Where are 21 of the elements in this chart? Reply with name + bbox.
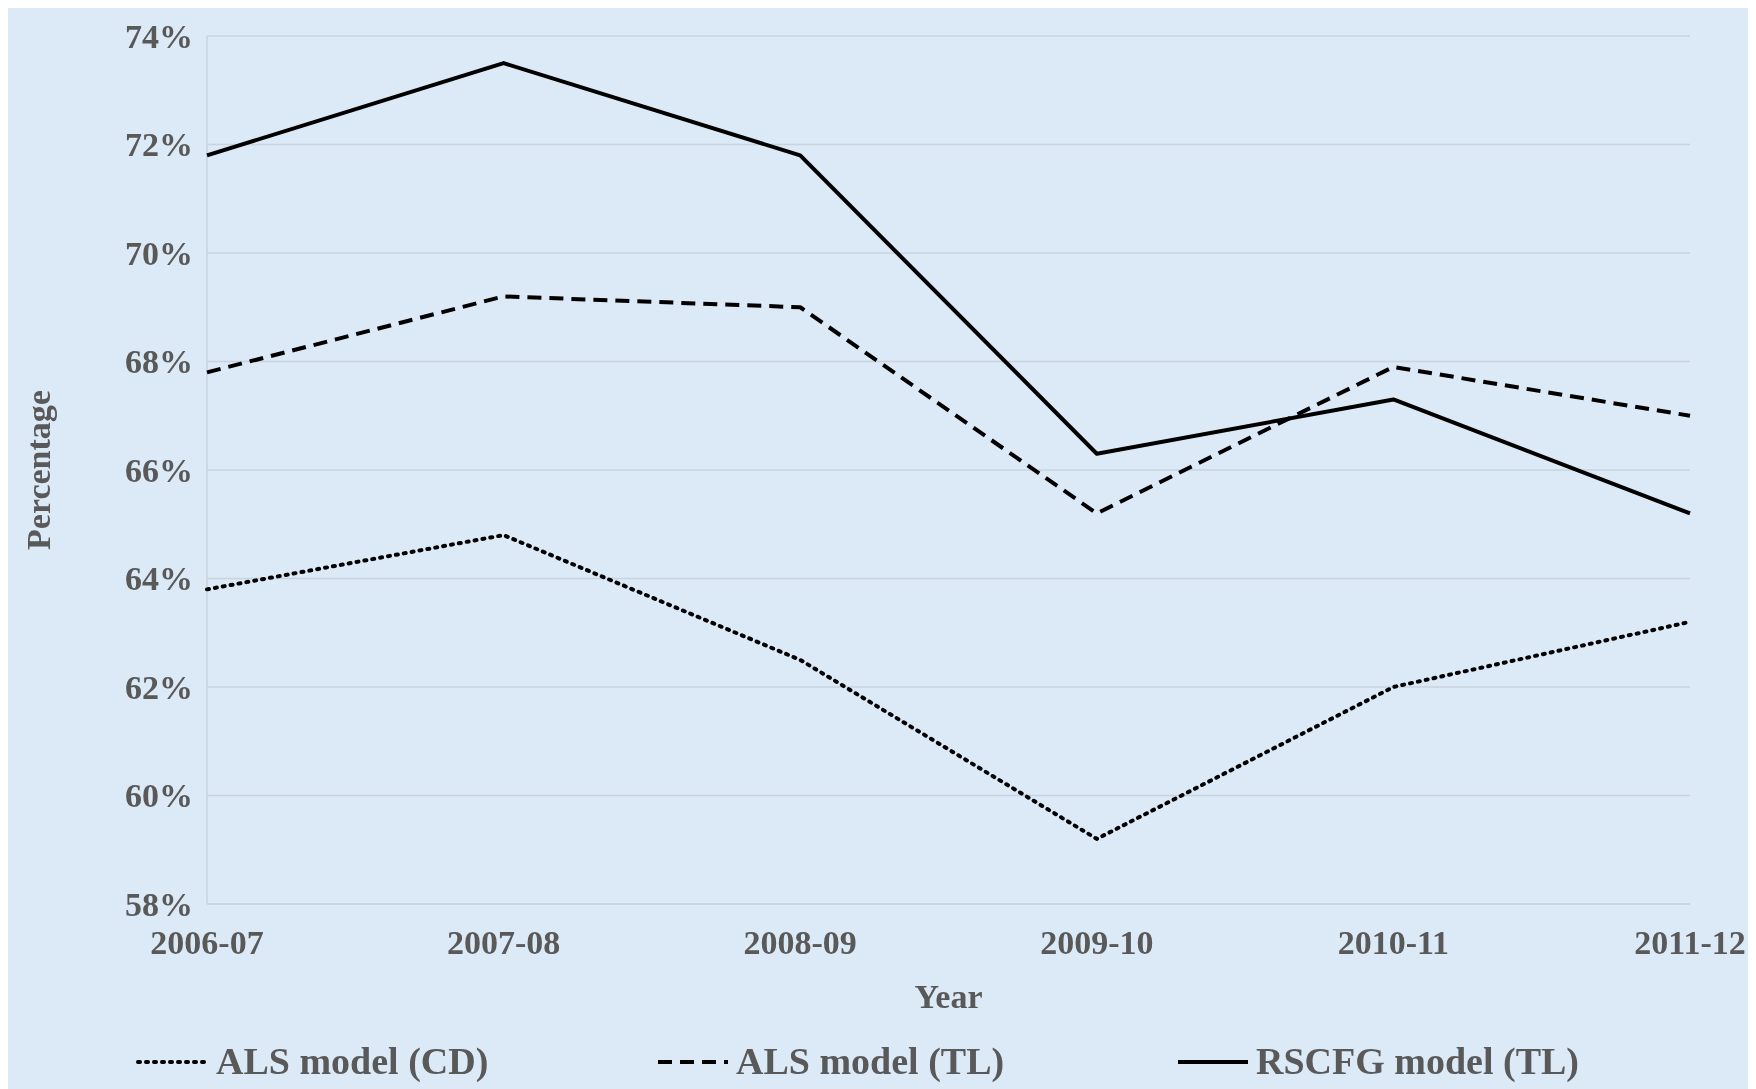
y-tick-label: 66% xyxy=(125,451,193,489)
y-tick-label: 70% xyxy=(125,234,193,272)
x-axis-title: Year xyxy=(914,978,983,1015)
x-tick-label: 2010-11 xyxy=(1337,924,1450,961)
y-axis-title: Percentage xyxy=(20,390,57,550)
x-tick-label: 2006-07 xyxy=(150,924,264,961)
y-tick-label: 74% xyxy=(125,17,193,55)
x-tick-label: 2007-08 xyxy=(446,924,561,961)
y-tick-label: 58% xyxy=(125,885,193,923)
y-tick-label: 72% xyxy=(125,126,193,164)
x-tick-label: 2008-09 xyxy=(743,924,857,961)
legend-label: ALS model (CD) xyxy=(216,1040,489,1083)
legend-label: ALS model (TL) xyxy=(736,1040,1005,1083)
line-series xyxy=(205,61,1692,516)
x-tick-label: 2009-10 xyxy=(1040,924,1154,961)
x-tick-label: 2011-12 xyxy=(1634,924,1746,961)
y-tick-label: 60% xyxy=(125,777,193,815)
y-tick-label: 62% xyxy=(125,668,193,706)
y-tick-label: 64% xyxy=(125,560,193,598)
y-tick-label: 68% xyxy=(125,343,193,381)
legend-label: RSCFG model (TL) xyxy=(1256,1040,1579,1083)
